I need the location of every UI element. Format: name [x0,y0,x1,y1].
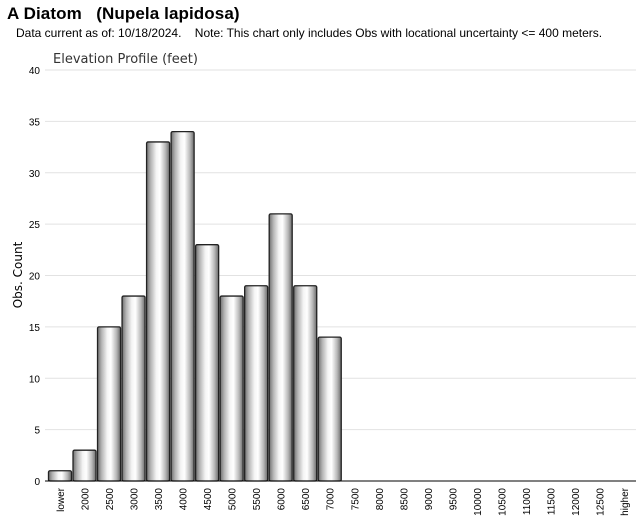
bar-7000 [317,336,342,482]
bar-2000 [72,449,97,482]
bar-3000 [121,295,146,482]
x-tick-label: 2500 [105,488,116,511]
y-tick-label: 40 [29,66,41,77]
y-tick-label: 35 [29,117,41,128]
bars [47,130,342,482]
x-tick-label: 5000 [228,488,239,511]
x-tick-label: 4500 [203,488,214,511]
x-tick-label: 12500 [595,488,606,516]
x-tick-label: 5500 [252,488,263,511]
x-tick-label: 8000 [375,488,386,511]
y-tick-label: 20 [29,272,41,283]
x-tick-label: 3000 [130,488,141,511]
bar-2500 [96,326,122,482]
y-tick-label: 15 [29,323,41,334]
x-tick-label: 12000 [571,488,582,516]
page-subtitle: Data current as of: 10/18/2024. Note: Th… [16,26,603,40]
page-title: A Diatom (Nupela lapidosa) [7,4,240,23]
x-tick-label: 3500 [154,488,165,511]
bar-lower [47,470,73,482]
x-axis-ticks: lower 2000 2500 3000 3500 4000 4500 5000 5500 600… [56,487,631,515]
y-tick-label: 10 [29,374,41,385]
chart-title: Elevation Profile (feet) [53,52,198,67]
x-tick-label: 2000 [81,488,92,511]
y-tick-label: 0 [34,477,40,488]
y-tick-label: 5 [34,426,40,437]
header: A Diatom (Nupela lapidosa) Data current … [0,0,640,44]
x-tick-label: 7500 [350,488,361,511]
bar-4000 [170,130,195,482]
x-tick-label: 9500 [448,488,459,511]
x-tick-label: higher [620,487,631,515]
y-axis-title: Obs. Count [11,241,25,308]
y-tick-label: 30 [29,169,41,180]
y-axis-ticks: 0 5 10 15 20 25 30 35 40 [29,66,41,488]
bar-6000 [268,213,293,482]
bar-5000 [219,295,244,482]
x-tick-label: 6000 [277,488,288,511]
x-tick-label: 9000 [424,488,435,511]
x-tick-label: 11000 [522,488,533,516]
bar-4500 [194,244,220,482]
x-tick-label: 10500 [497,488,508,516]
y-tick-label: 25 [29,220,41,231]
x-tick-label: 11500 [546,488,557,516]
bar-5500 [244,285,269,482]
x-tick-label: 6500 [301,488,312,511]
x-tick-label: 7000 [326,488,337,511]
x-tick-label: 8500 [399,488,410,511]
x-tick-label: 4000 [179,488,190,511]
bar-6500 [293,285,318,482]
x-tick-label: lower [56,487,67,512]
x-tick-label: 10000 [473,488,484,516]
bar-3500 [145,141,171,482]
